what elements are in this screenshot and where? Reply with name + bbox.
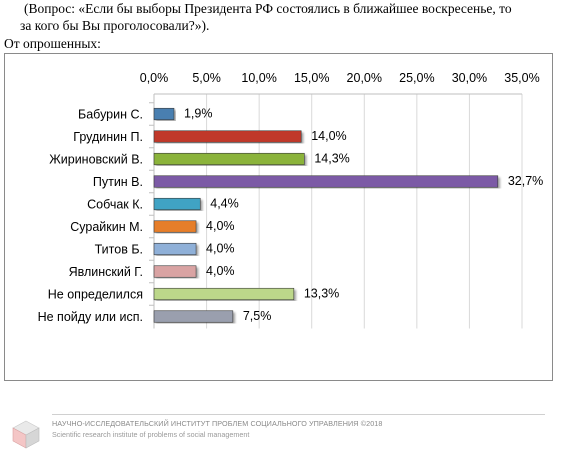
institute-logo-icon bbox=[12, 420, 40, 449]
question-text: (Вопрос: «Если бы выборы Президента РФ с… bbox=[24, 1, 512, 16]
value-label: 7,5% bbox=[243, 309, 272, 323]
category-label: Жириновский В. bbox=[49, 153, 143, 167]
value-label: 32,7% bbox=[508, 174, 543, 188]
x-tick-label: 25,0% bbox=[399, 71, 434, 85]
x-tick-label: 10,0% bbox=[241, 71, 276, 85]
value-label: 13,3% bbox=[304, 287, 339, 301]
bar bbox=[153, 265, 197, 278]
bar bbox=[153, 220, 197, 233]
value-label: 14,3% bbox=[314, 152, 349, 166]
x-tick-label: 20,0% bbox=[347, 71, 382, 85]
category-label: Не определился bbox=[48, 288, 143, 302]
footer-institute-ru: НАУЧНО-ИССЛЕДОВАТЕЛЬСКИЙ ИНСТИТУТ ПРОБЛЕ… bbox=[52, 419, 383, 428]
category-label: Бабурин С. bbox=[78, 108, 143, 122]
category-label: Явлинский Г. bbox=[69, 265, 143, 279]
value-label: 14,0% bbox=[311, 129, 346, 143]
bar bbox=[153, 242, 197, 256]
chart-panel: 0,0% 5,0% 10,0% 15,0% 20,0% 25,0% 30,0% 35,0% Ба… bbox=[4, 53, 553, 381]
value-label: 4,4% bbox=[210, 197, 239, 211]
x-tick-label: 15,0% bbox=[294, 71, 329, 85]
bar bbox=[153, 152, 305, 166]
bar bbox=[153, 130, 302, 143]
category-label: Не пойду или исп. bbox=[38, 310, 143, 324]
category-label: Путин В. bbox=[93, 175, 143, 189]
footer-divider bbox=[52, 414, 545, 415]
category-label: Титов Б. bbox=[95, 243, 143, 257]
respondents-note: От опрошенных: bbox=[4, 36, 101, 51]
footer-institute-en: Scientific research institute of problem… bbox=[52, 430, 250, 439]
value-label: 4,0% bbox=[206, 219, 235, 233]
bar-chart: 0,0% 5,0% 10,0% 15,0% 20,0% 25,0% 30,0% 35,0% Ба… bbox=[38, 71, 543, 329]
bar bbox=[153, 197, 201, 211]
category-label: Грудинин П. bbox=[73, 130, 143, 144]
bar bbox=[153, 310, 234, 323]
bar bbox=[153, 107, 175, 121]
value-label: 4,0% bbox=[206, 264, 235, 278]
x-tick-label: 35,0% bbox=[504, 71, 539, 85]
category-label: Собчак К. bbox=[87, 198, 143, 212]
question-text-continued: за кого бы Вы проголосовали?»). bbox=[20, 18, 210, 33]
value-label: 4,0% bbox=[206, 242, 235, 256]
bar bbox=[153, 287, 295, 301]
bar bbox=[153, 175, 499, 188]
x-tick-label: 30,0% bbox=[452, 71, 487, 85]
category-label: Сурайкин М. bbox=[70, 220, 143, 234]
value-label: 1,9% bbox=[184, 107, 213, 121]
x-tick-label: 5,0% bbox=[192, 71, 221, 85]
x-tick-label: 0,0% bbox=[140, 71, 169, 85]
